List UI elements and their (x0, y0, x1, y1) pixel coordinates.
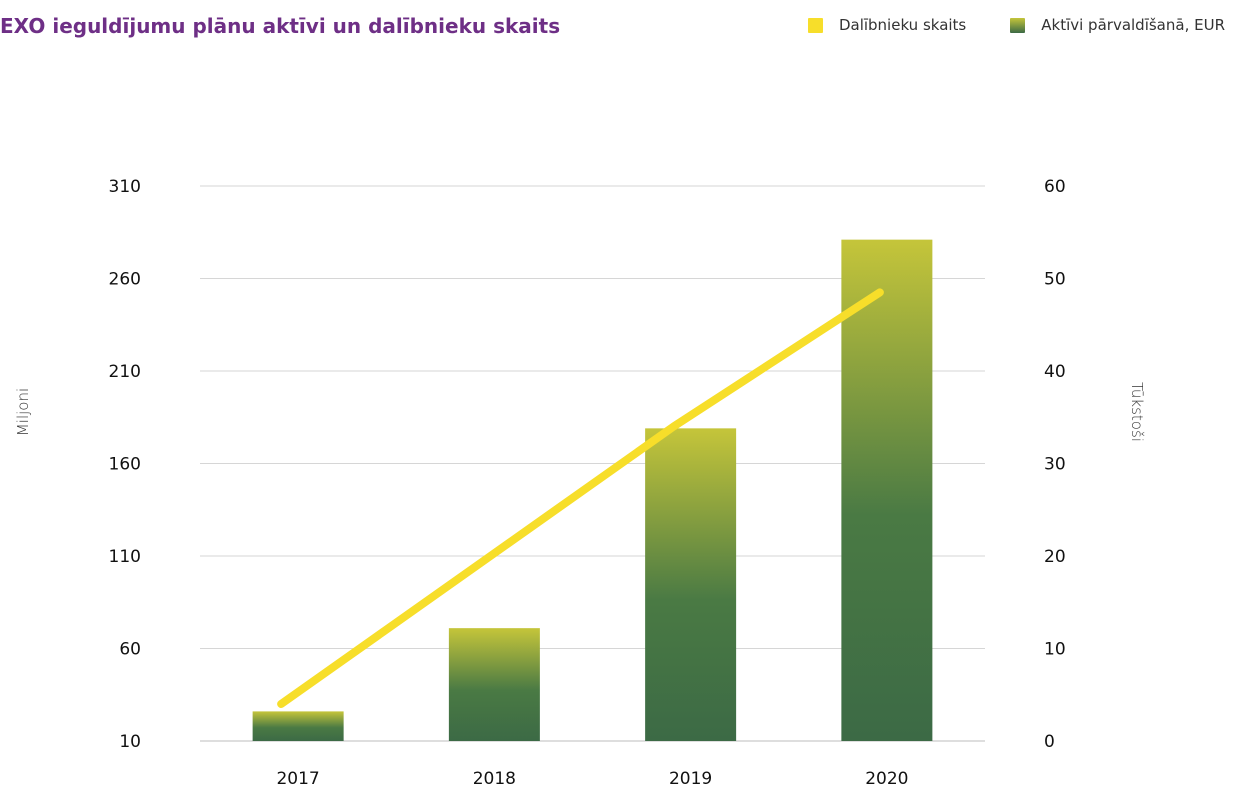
x-tick-label: 2018 (473, 769, 516, 789)
y-right-tick-label: 10 (1044, 640, 1066, 660)
y-left-tick-label: 110 (109, 547, 141, 567)
bar (448, 628, 540, 741)
legend-swatch-line (807, 17, 823, 33)
legend-item-line: Dalībnieku skaits (807, 16, 967, 34)
y-right-tick-label: 40 (1044, 362, 1066, 382)
bars (252, 239, 933, 741)
y-right-axis-title: Tūkstoši (1128, 382, 1146, 442)
y-left-tick-label: 160 (109, 455, 141, 475)
y-left-tick-label: 10 (119, 732, 141, 752)
line-series (277, 288, 884, 708)
y-left-axis-title: Miljoni (14, 388, 32, 436)
bar (252, 711, 344, 741)
y-left-tick-label: 60 (119, 640, 141, 660)
x-tick-label: 2020 (865, 769, 908, 789)
y-right-tick-label: 50 (1044, 270, 1066, 290)
legend-label-line: Dalībnieku skaits (838, 16, 967, 34)
y-left-tick-label: 310 (109, 177, 141, 197)
bar (645, 428, 737, 741)
legend-label-bars: Aktīvi pārvaldīšanā, EUR (1041, 16, 1225, 34)
y-left-tick-label: 260 (109, 270, 141, 290)
legend: Dalībnieku skaits Aktīvi pārvaldīšanā, E… (764, 16, 1225, 34)
bar (841, 239, 933, 741)
legend-item-bars: Aktīvi pārvaldīšanā, EUR (1010, 16, 1225, 34)
y-right-tick-label: 20 (1044, 547, 1066, 567)
y-left-tick-label: 210 (109, 362, 141, 382)
x-tick-label: 2019 (669, 769, 712, 789)
chart-title: EXO ieguldījumu plānu aktīvi un dalībnie… (0, 14, 561, 38)
legend-swatch-bars (1010, 17, 1026, 33)
y-right-tick-label: 0 (1044, 732, 1055, 752)
tick-labels: 10 60 110 160 210 260 310 0 10 20 30 40 50 60 2017 2018… (109, 177, 1066, 789)
y-right-tick-label: 60 (1044, 177, 1066, 197)
x-tick-label: 2017 (276, 769, 319, 789)
y-right-tick-label: 30 (1044, 455, 1066, 475)
line-series-path (277, 288, 884, 708)
